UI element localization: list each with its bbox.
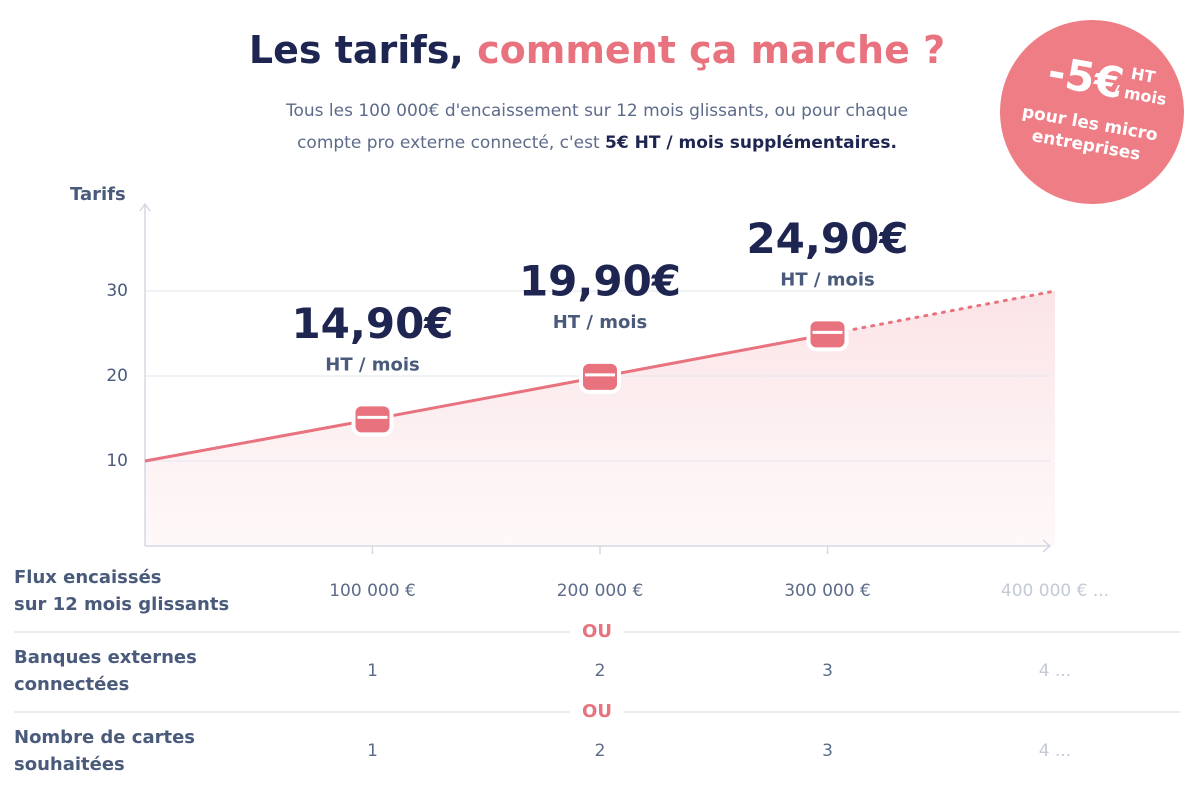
price-unit: HT / mois bbox=[325, 354, 419, 375]
separator-bg bbox=[570, 620, 624, 644]
price-label: 14,90€ bbox=[291, 299, 453, 348]
row-label: Banques externes bbox=[14, 647, 197, 668]
price-unit: HT / mois bbox=[780, 269, 874, 290]
area bbox=[145, 291, 1055, 546]
table-cell: 3 bbox=[822, 661, 833, 681]
x-axis bbox=[145, 539, 1052, 553]
table-cell: 4 ... bbox=[1039, 741, 1071, 761]
separator-label: OU bbox=[582, 701, 612, 722]
title-part: Les tarifs, bbox=[249, 28, 464, 72]
table-cell: 2 bbox=[595, 741, 606, 761]
y-tick-label: 20 bbox=[106, 366, 128, 386]
subtitle-bold: 5€ HT / mois supplémentaires. bbox=[605, 133, 897, 153]
separator-label: OU bbox=[582, 621, 612, 642]
separator-bg bbox=[570, 700, 624, 724]
title: Les tarifs, comment ça marche ? bbox=[249, 28, 945, 72]
subtitle-line: compte pro externe connecté, c'est 5€ HT… bbox=[297, 133, 897, 153]
y-tick-label: 10 bbox=[106, 451, 128, 471]
x-tick-label: 400 000 € ... bbox=[1001, 581, 1109, 601]
x-axis-label: sur 12 mois glissants bbox=[14, 594, 229, 615]
x-axis-label: Flux encaissés bbox=[14, 567, 162, 588]
x-tick-label: 200 000 € bbox=[557, 581, 644, 601]
price-label: 19,90€ bbox=[519, 256, 681, 305]
price-marker bbox=[806, 317, 849, 352]
row-label: souhaitées bbox=[14, 754, 125, 775]
y-tick-label: 30 bbox=[106, 281, 128, 301]
badge-circle bbox=[1000, 20, 1184, 204]
row-label: Nombre de cartes bbox=[14, 727, 195, 748]
subtitle-line: Tous les 100 000€ d'encaissement sur 12 … bbox=[285, 101, 908, 121]
badge-unit: HT bbox=[1130, 64, 1157, 87]
table-cell: 1 bbox=[367, 661, 378, 681]
row-label: connectées bbox=[14, 674, 129, 695]
table-cell: 2 bbox=[595, 661, 606, 681]
y-axis bbox=[139, 202, 151, 546]
line bbox=[144, 332, 828, 463]
title-part: comment ça marche ? bbox=[477, 28, 945, 72]
price-label: 24,90€ bbox=[746, 214, 908, 263]
price-unit: HT / mois bbox=[553, 312, 647, 333]
price-marker bbox=[351, 402, 394, 437]
table-cell: 1 bbox=[367, 741, 378, 761]
subtitle-text: compte pro externe connecté, c'est bbox=[297, 133, 600, 153]
x-tick-label: 100 000 € bbox=[329, 581, 416, 601]
price-marker bbox=[579, 359, 621, 394]
badge: -5€ HT / mois pour les micro entreprises bbox=[1000, 20, 1184, 204]
x-tick-label: 300 000 € bbox=[784, 581, 871, 601]
projection-line bbox=[826, 289, 1057, 336]
table-cell: 4 ... bbox=[1039, 661, 1071, 681]
table-cell: 3 bbox=[822, 741, 833, 761]
y-axis-label: Tarifs bbox=[70, 184, 126, 205]
